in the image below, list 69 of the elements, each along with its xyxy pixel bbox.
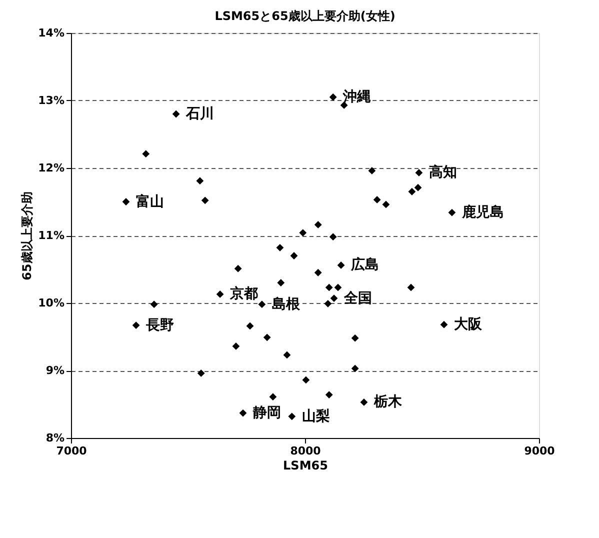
annotation: 鹿児島: [460, 204, 504, 221]
x-tick-label: 7000: [56, 444, 88, 458]
point: [196, 177, 204, 185]
point: [277, 279, 285, 286]
point: [216, 290, 224, 298]
chart-title: LSM65と65歳以上要介助(女性): [214, 9, 396, 23]
point: [351, 364, 359, 372]
point: [201, 196, 209, 204]
point: [368, 166, 376, 174]
point: [150, 300, 158, 308]
annotation: 全国: [343, 290, 372, 306]
point: [239, 409, 247, 417]
point: [132, 322, 140, 329]
y-tick-label: 12%: [38, 162, 64, 174]
x-tick-label: 9000: [524, 444, 556, 458]
point: [142, 150, 150, 158]
point: [172, 110, 180, 118]
point: [299, 229, 307, 237]
annotation: 高知: [428, 164, 457, 181]
annotation: 栃木: [372, 394, 403, 410]
y-axis-title: 65歳以上要介助: [20, 192, 34, 280]
point: [314, 220, 322, 228]
point: [234, 264, 242, 272]
point: [283, 351, 291, 359]
point: [337, 261, 345, 269]
point: [276, 244, 284, 252]
point: [258, 300, 266, 308]
y-tick-label: 11%: [38, 229, 64, 242]
point: [440, 320, 448, 328]
point: [351, 334, 359, 342]
y-tick-label: 8%: [46, 432, 64, 444]
point: [197, 369, 205, 377]
y-tick-label: 10%: [38, 296, 64, 310]
point: [414, 184, 422, 192]
point: [302, 376, 310, 384]
point: [329, 233, 337, 241]
y-tick-label: 9%: [46, 364, 64, 377]
point: [325, 284, 333, 292]
point: [373, 196, 381, 204]
point: [415, 169, 423, 176]
annotation: 山梨: [302, 408, 330, 424]
annotation: 大阪: [454, 316, 483, 333]
annotation: 富山: [136, 192, 164, 210]
point: [448, 208, 456, 216]
point: [246, 322, 254, 330]
point: [382, 200, 390, 208]
annotation: 京都: [229, 285, 258, 302]
point: [269, 393, 277, 401]
annotation: 静岡: [252, 405, 281, 422]
x-tick-label: 8000: [290, 444, 322, 458]
point: [314, 268, 322, 276]
point: [325, 391, 333, 399]
point: [360, 398, 368, 406]
point: [324, 300, 332, 308]
annotation: 広島: [350, 256, 380, 274]
point: [232, 342, 240, 350]
annotation: 石川: [185, 106, 214, 122]
y-tick-label: 14%: [38, 26, 64, 40]
annotation: 沖縄: [342, 89, 372, 106]
y-tick-label: 13%: [38, 94, 64, 107]
point: [288, 412, 296, 420]
point: [263, 334, 271, 342]
point: [329, 93, 337, 101]
point: [408, 188, 416, 196]
point: [407, 284, 415, 292]
annotation: 長野: [145, 317, 174, 334]
point: [334, 284, 342, 292]
annotation: 島根: [272, 296, 301, 312]
x-axis-title: LSM65: [283, 458, 328, 472]
